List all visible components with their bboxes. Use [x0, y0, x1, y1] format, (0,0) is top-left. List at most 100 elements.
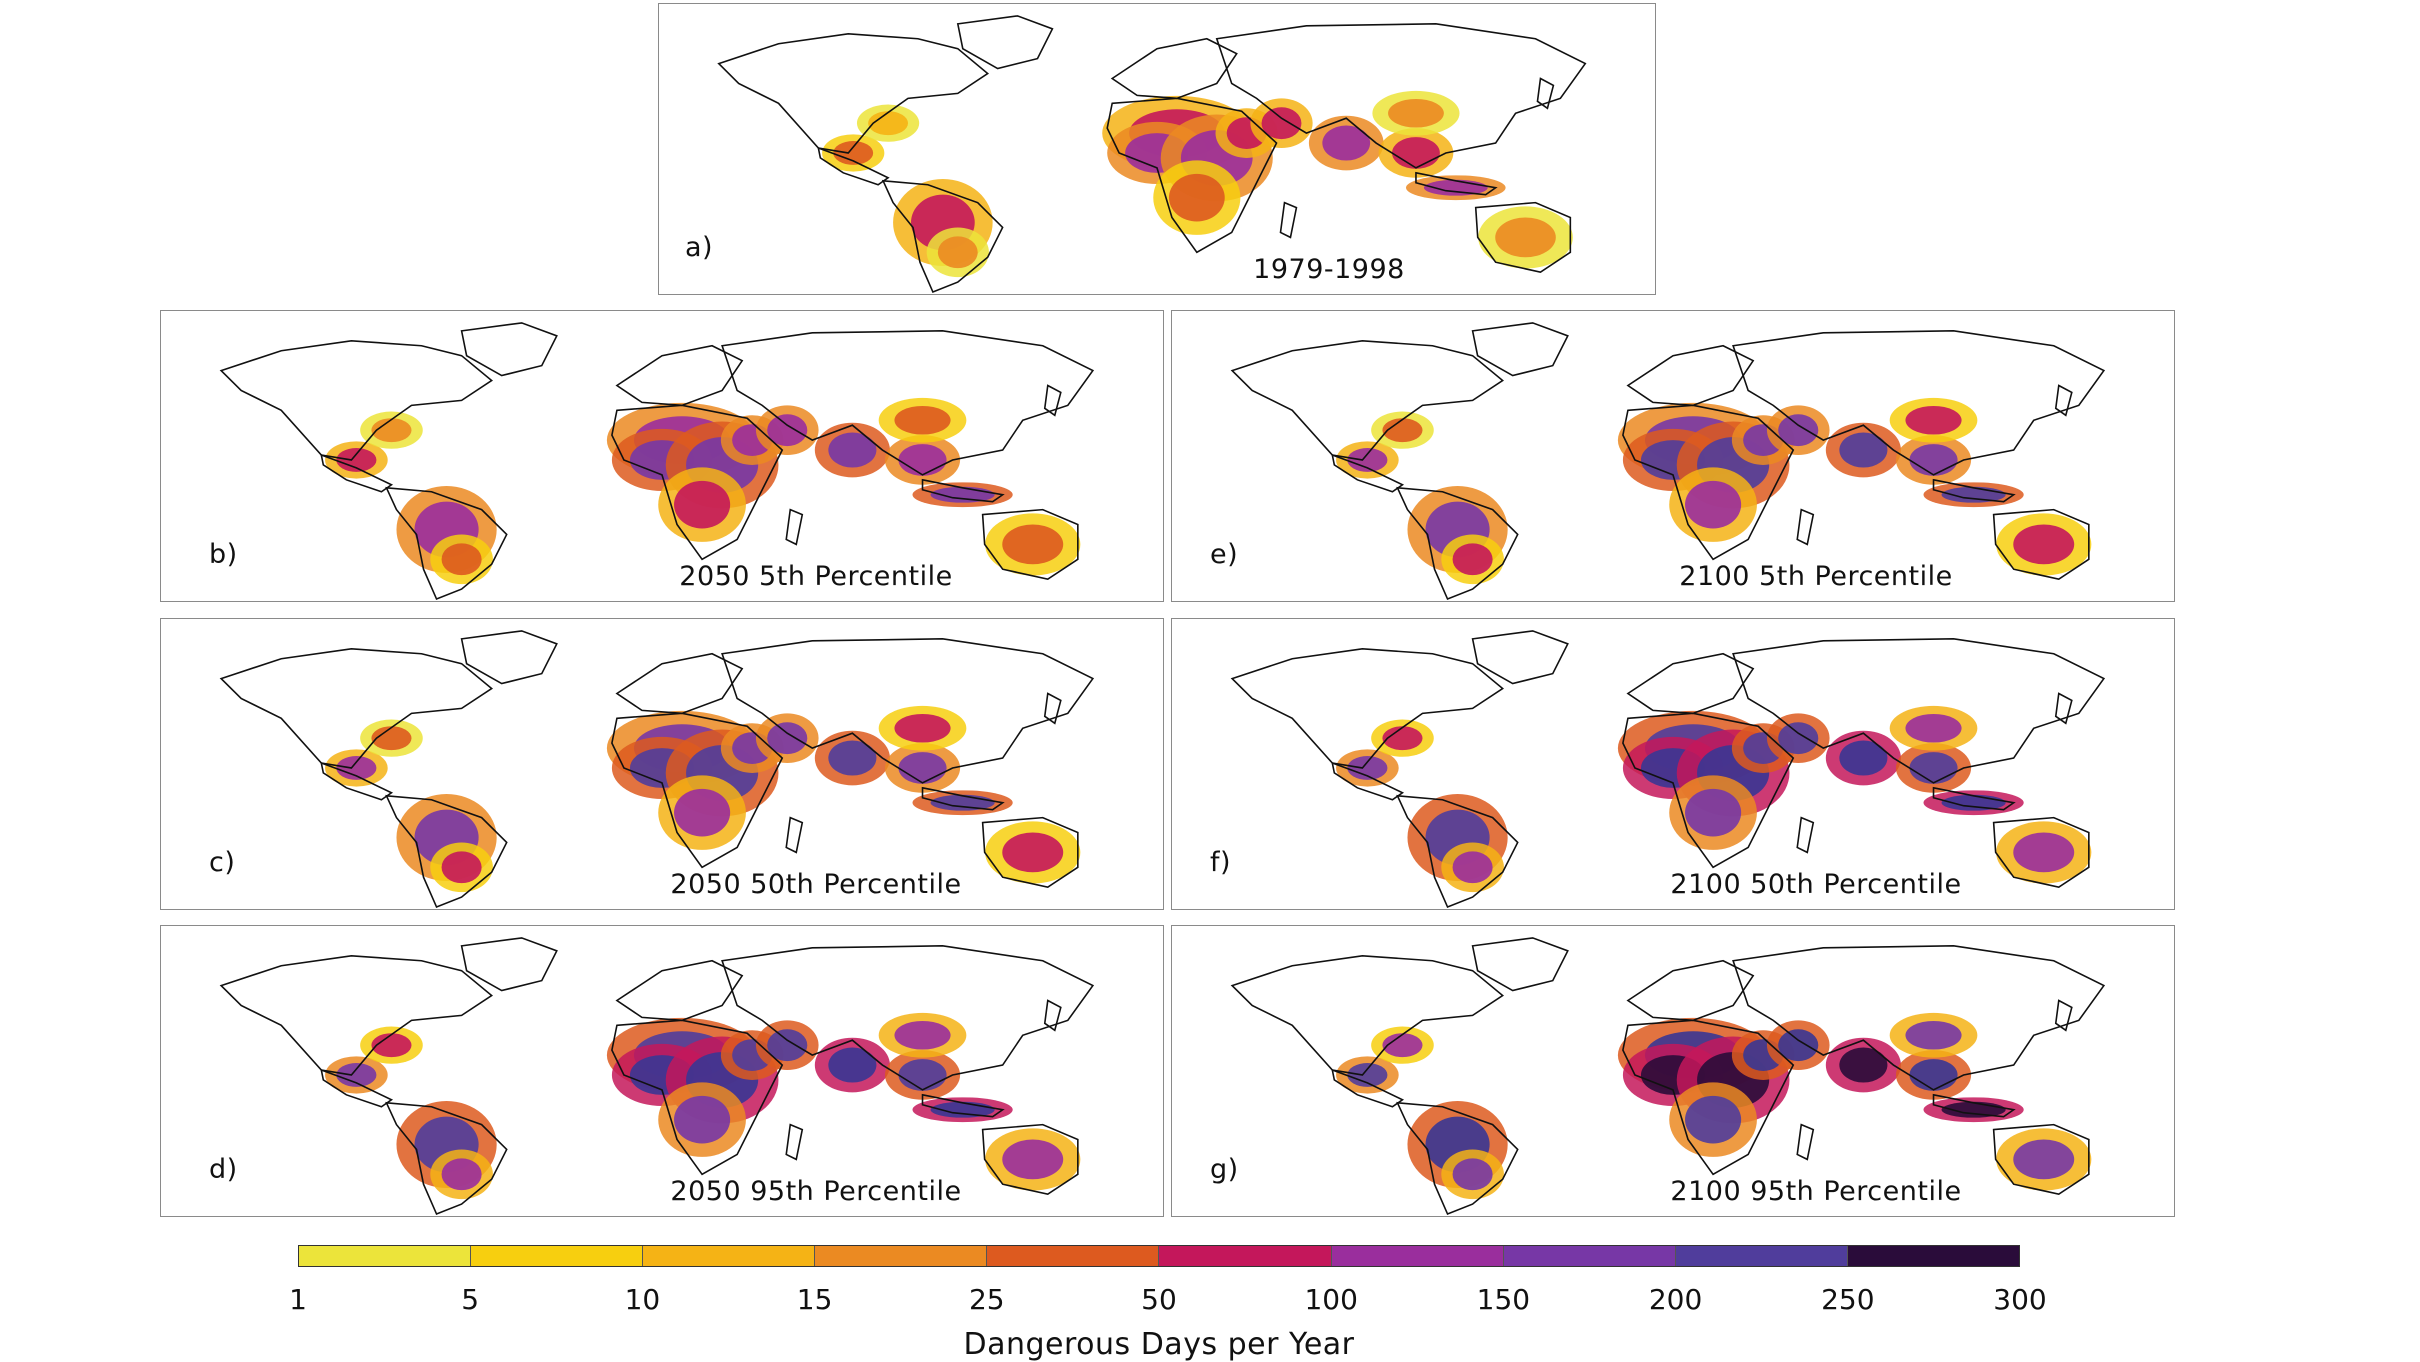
heat-layer [325, 705, 1081, 893]
coastline [617, 961, 742, 1021]
coastline [1281, 203, 1297, 238]
coastline [958, 16, 1053, 69]
panel-label-f: f) [1210, 847, 1232, 878]
coastline [1628, 346, 1753, 406]
heat-core [2013, 524, 2075, 565]
coastlines [719, 16, 1586, 292]
coastlines [1232, 323, 2104, 599]
colorbar-segment [815, 1246, 988, 1266]
panel-label-e: e) [1210, 539, 1239, 570]
heat-core [1347, 756, 1388, 780]
coastline [1045, 693, 1061, 723]
panel-title-e: 2100 5th Percentile [1679, 561, 1953, 592]
colorbar-segment [987, 1246, 1160, 1266]
coastline [1628, 654, 1753, 714]
heat-core [1261, 107, 1302, 140]
colorbar-tick-label: 15 [796, 1283, 833, 1316]
heat-core [1778, 1029, 1819, 1062]
heat-core [894, 713, 951, 743]
coastline [1733, 331, 2104, 475]
colorbar-segment [1675, 1246, 1848, 1266]
coastline [1112, 39, 1237, 99]
coastline [1416, 173, 1496, 195]
coastline [2056, 693, 2072, 723]
world-map-f [1172, 619, 2174, 909]
heat-core [1685, 788, 1742, 837]
heat-core [371, 726, 412, 751]
coastline [221, 956, 492, 1075]
coastline [1733, 639, 2104, 783]
heat-core [1002, 832, 1064, 873]
heat-core [894, 405, 951, 435]
coastline [1217, 24, 1586, 168]
heat-core [371, 1033, 412, 1058]
heat-layer [325, 397, 1081, 585]
heat-core [1685, 480, 1742, 529]
coastline [719, 34, 988, 153]
heat-core [1452, 1158, 1493, 1191]
coastline [617, 346, 742, 406]
heat-core [371, 418, 412, 443]
coastline [1994, 1125, 2089, 1195]
heat-layer [1336, 705, 2092, 893]
heat-core [894, 1020, 951, 1050]
coastline [1107, 98, 1276, 252]
map-panel-a: a) 1979-1998 [658, 3, 1656, 295]
coastline [1797, 510, 1813, 545]
colorbar [298, 1245, 2020, 1267]
coastline [1623, 713, 1793, 867]
coastline [1733, 946, 2104, 1090]
heat-core [1495, 217, 1556, 258]
heat-layer [1336, 397, 2092, 585]
coastline [1623, 405, 1793, 559]
heat-core [2013, 832, 2075, 873]
world-map-b [161, 311, 1163, 601]
heat-core [898, 752, 947, 784]
coastline [818, 148, 888, 185]
panel-label-g: g) [1210, 1154, 1239, 1185]
colorbar-tick-label: 250 [1821, 1283, 1875, 1316]
colorbar-tick-label: 200 [1648, 1283, 1703, 1316]
coastline [1994, 510, 2089, 580]
coastline [1628, 961, 1753, 1021]
heat-core [828, 432, 877, 468]
colorbar-segment [1503, 1246, 1676, 1266]
coastline [462, 323, 557, 376]
world-map-a [659, 4, 1655, 294]
map-panel-g: g) 2100 95th Percentile [1171, 925, 2175, 1217]
heat-core [1382, 726, 1423, 751]
coastline [321, 455, 391, 492]
coastline [1934, 1095, 2014, 1117]
coastline [1473, 323, 1568, 376]
heat-core [1905, 1020, 1962, 1050]
coastline [1537, 78, 1553, 108]
panel-label-d: d) [209, 1154, 238, 1185]
panel-title-a: 1979-1998 [1253, 254, 1405, 285]
coastline [462, 938, 557, 991]
heat-core [336, 448, 377, 472]
heat-core [1778, 414, 1819, 447]
colorbar-tick-label: 100 [1304, 1283, 1358, 1316]
coastline [1232, 956, 1503, 1075]
heat-core [1839, 432, 1888, 468]
heat-core [898, 1059, 947, 1091]
coastline [1797, 1125, 1813, 1160]
heat-core [767, 722, 808, 755]
panel-title-d: 2050 95th Percentile [670, 1176, 962, 1207]
coastline [722, 946, 1093, 1090]
colorbar-segment [1331, 1246, 1504, 1266]
coastline [1232, 649, 1503, 768]
heat-core [1392, 137, 1440, 169]
heat-core [1839, 740, 1888, 776]
heat-core [1909, 752, 1958, 784]
colorbar-tick-label: 25 [968, 1283, 1005, 1316]
coastline [722, 331, 1093, 475]
heat-core [1909, 1059, 1958, 1091]
coastline [1934, 480, 2014, 502]
heat-core [767, 414, 808, 447]
world-map-c [161, 619, 1163, 909]
heat-core [1839, 1047, 1888, 1083]
coastline [923, 1095, 1003, 1117]
coastlines [1232, 631, 2104, 907]
colorbar-tick-label: 150 [1476, 1283, 1531, 1316]
